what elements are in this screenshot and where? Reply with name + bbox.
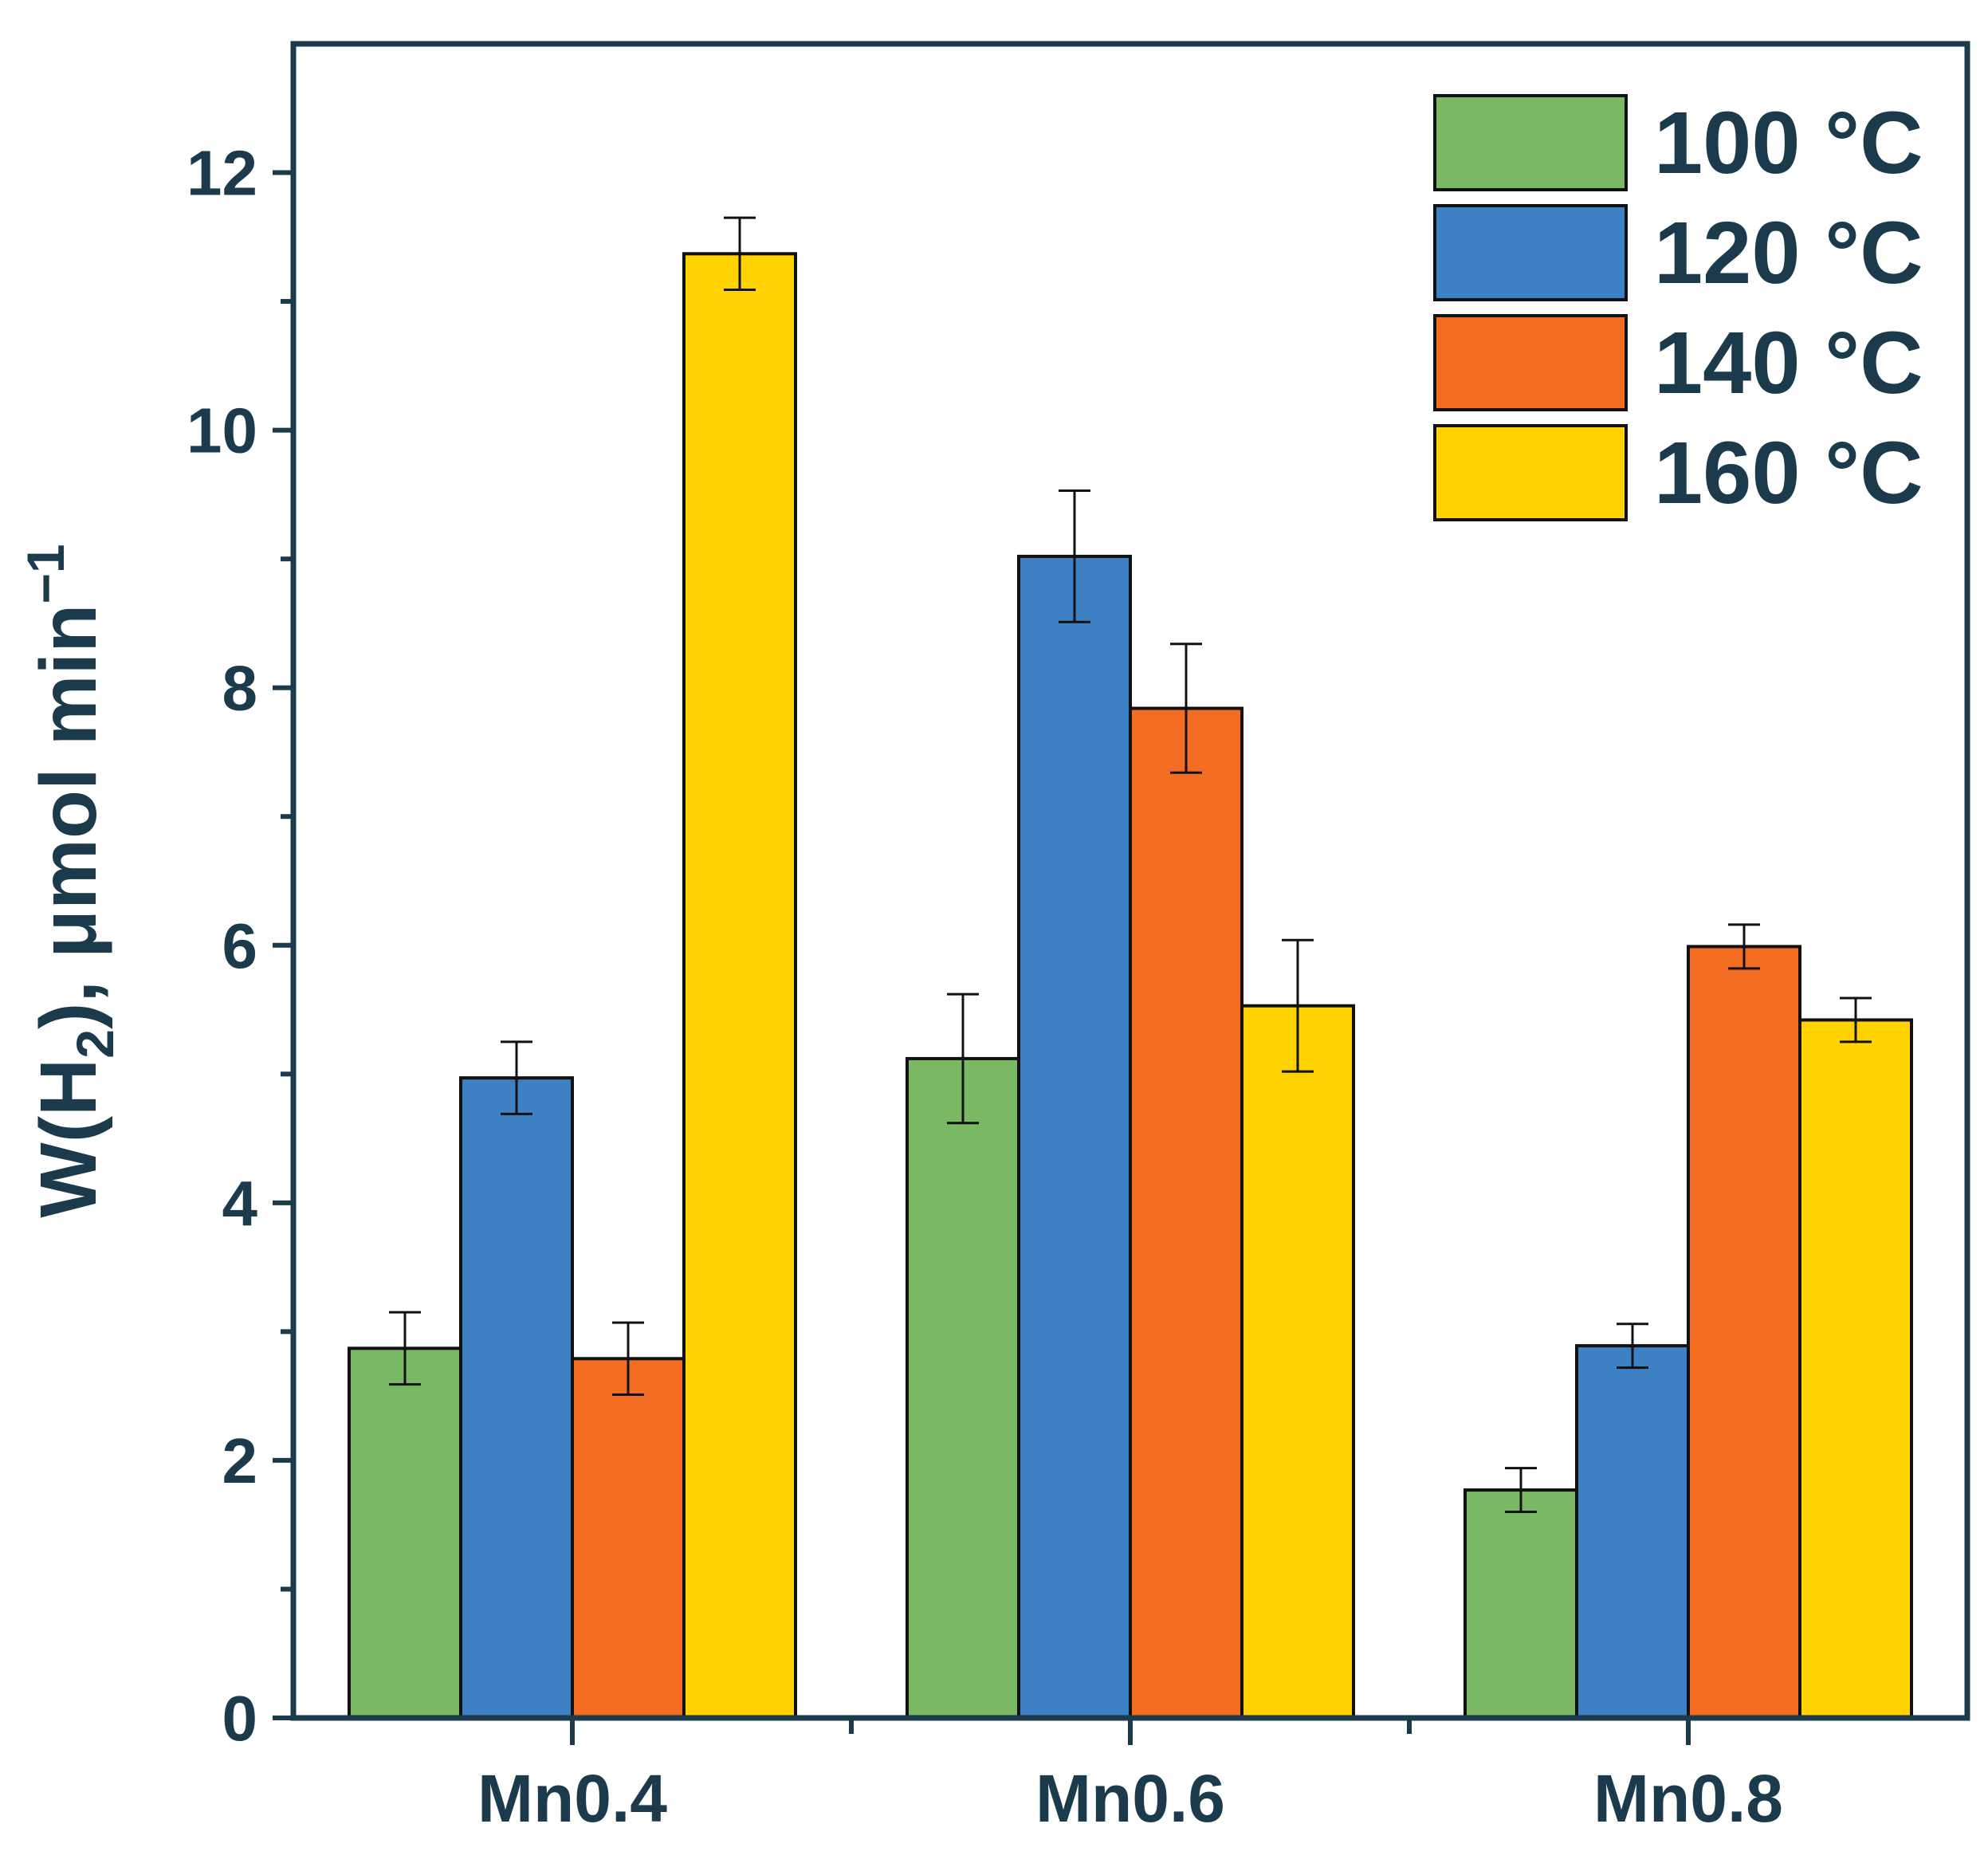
error-bar-mn06-160c: [1282, 938, 1314, 1073]
bar-mn06-140c: [1129, 706, 1243, 1720]
y-tick-label: 4: [222, 1168, 258, 1239]
legend-swatch: [1433, 424, 1628, 521]
y-tick-label: 0: [222, 1683, 258, 1754]
x-tick-label-mn04: Mn0.4: [477, 1761, 667, 1836]
bar-mn08-160c: [1798, 1018, 1913, 1720]
y-axis-title-sup: −1: [16, 544, 75, 603]
error-bar-mn06-140c: [1170, 643, 1202, 774]
bar-mn04-140c: [571, 1357, 686, 1720]
y-axis-title-rest: ), μmol min: [24, 604, 113, 1029]
legend-swatch: [1433, 204, 1628, 301]
y-tick-label: 2: [222, 1425, 258, 1496]
error-bar-mn08-140c: [1728, 923, 1760, 970]
error-bars-layer: [389, 216, 1872, 1514]
legend-item-120c: 120 °C: [1433, 204, 1923, 302]
legend-label: 160 °C: [1654, 424, 1923, 522]
legend-item-140c: 140 °C: [1433, 314, 1923, 412]
bar-mn06-120c: [1017, 554, 1132, 1720]
error-bar-mn06-120c: [1059, 489, 1090, 623]
legend-swatch: [1433, 314, 1628, 411]
legend-label: 140 °C: [1654, 314, 1923, 412]
x-axis: Mn0.4 Mn0.6 Mn0.8: [477, 1718, 1783, 1836]
bars-layer: [348, 252, 1913, 1720]
y-tick-label: 12: [187, 138, 257, 209]
x-tick-label-mn06: Mn0.6: [1035, 1761, 1225, 1836]
error-bar-mn06-100c: [947, 992, 979, 1125]
bar-mn04-120c: [459, 1076, 574, 1720]
y-tick-label: 10: [187, 395, 257, 466]
bar-mn04-100c: [348, 1346, 462, 1720]
y-tick-label: 8: [222, 653, 258, 724]
error-bar-mn08-160c: [1840, 996, 1872, 1044]
legend-label: 100 °C: [1654, 94, 1923, 192]
bar-mn06-160c: [1240, 1004, 1355, 1720]
error-bar-mn04-140c: [612, 1321, 644, 1397]
y-axis-title-main: W(H: [24, 1059, 113, 1218]
legend-swatch: [1433, 94, 1628, 191]
error-bar-mn04-120c: [501, 1040, 532, 1115]
bar-mn08-140c: [1687, 945, 1801, 1720]
error-bar-mn04-100c: [389, 1311, 421, 1386]
y-axis-title-sub: 2: [65, 1029, 124, 1059]
y-tick-label: 6: [222, 910, 258, 981]
bar-mn04-160c: [682, 252, 797, 1720]
y-axis-title: W(H2), μmol min−1: [16, 544, 124, 1217]
bar-mn06-100c: [906, 1056, 1020, 1720]
bar-mn08-120c: [1575, 1344, 1690, 1720]
error-bar-mn04-160c: [724, 216, 756, 292]
legend: 100 °C 120 °C 140 °C 160 °C: [1433, 94, 1923, 522]
legend-item-100c: 100 °C: [1433, 94, 1923, 192]
error-bar-mn08-100c: [1505, 1467, 1537, 1514]
legend-label: 120 °C: [1654, 204, 1923, 302]
x-tick-label-mn08: Mn0.8: [1593, 1761, 1783, 1836]
error-bar-mn08-120c: [1617, 1323, 1648, 1370]
legend-item-160c: 160 °C: [1433, 424, 1923, 522]
y-axis: 0 2 4 6 8 10 12: [187, 138, 293, 1754]
bar-mn08-100c: [1463, 1488, 1578, 1720]
